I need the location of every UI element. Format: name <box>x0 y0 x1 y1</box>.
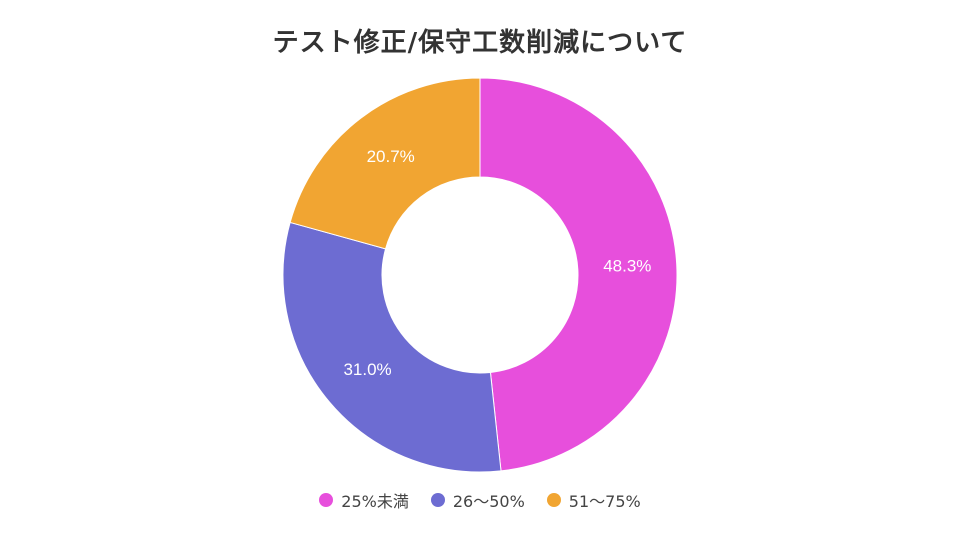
slice-51-75[interactable] <box>289 77 481 250</box>
legend-label-51-75: 51〜75% <box>568 492 641 511</box>
slice-26-50[interactable] <box>282 221 502 473</box>
slice-label-26-50: 31.0% <box>343 360 391 379</box>
slice-labels: 48.3% 31.0% 20.7% <box>343 147 651 379</box>
legend-label-26-50: 26〜50% <box>452 492 525 511</box>
donut-slices <box>282 77 678 473</box>
legend-label-lt25: 25%未満 <box>341 492 409 511</box>
slice-label-lt25: 48.3% <box>603 257 651 276</box>
legend-swatch-51-75 <box>546 493 561 507</box>
slice-label-51-75: 20.7% <box>367 147 415 166</box>
legend: 25%未満 26〜50% 51〜75% <box>0 488 960 512</box>
slice-lt25[interactable] <box>479 77 678 472</box>
chart-title: テスト修正/保守工数削減について <box>272 28 688 58</box>
legend-swatch-lt25 <box>319 493 334 507</box>
legend-item-lt25[interactable]: 25%未満 <box>319 488 409 512</box>
legend-item-26-50[interactable]: 26〜50% <box>430 488 525 512</box>
legend-item-51-75[interactable]: 51〜75% <box>546 488 641 512</box>
legend-swatch-26-50 <box>430 493 445 507</box>
